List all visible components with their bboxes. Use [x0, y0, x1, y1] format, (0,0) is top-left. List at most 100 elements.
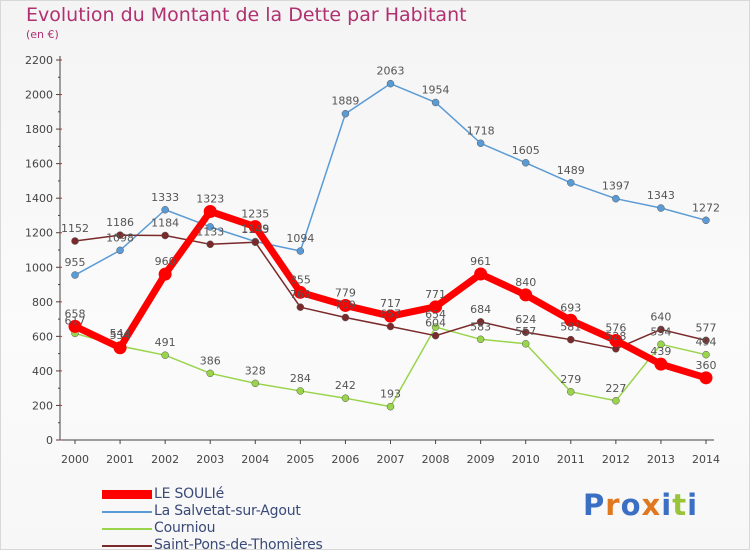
y-tick-label: 1400 — [25, 192, 53, 205]
data-point — [296, 303, 305, 311]
data-label: 576 — [605, 322, 626, 335]
data-point — [431, 323, 440, 331]
data-point — [609, 334, 623, 348]
data-point — [702, 350, 710, 359]
chart-unit: (en €) — [26, 28, 59, 41]
data-point — [71, 237, 79, 245]
y-tick-label: 800 — [32, 296, 53, 309]
data-point — [521, 159, 530, 167]
data-label: 624 — [515, 313, 536, 326]
data-label: 2063 — [377, 65, 405, 78]
data-label: 657 — [380, 308, 401, 321]
data-point — [384, 309, 397, 323]
data-point — [702, 336, 710, 345]
legend-label: La Salvetat-sur-Agout — [154, 503, 301, 519]
data-point — [567, 179, 575, 187]
chart-title: Evolution du Montant de la Dette par Hab… — [26, 4, 467, 26]
logo-letter: t — [672, 488, 688, 522]
data-label: 1186 — [106, 216, 134, 229]
data-label: 360 — [696, 359, 717, 372]
data-point — [386, 402, 395, 411]
data-point — [657, 325, 665, 334]
data-label: 1235 — [241, 208, 269, 221]
data-label: 1889 — [331, 95, 359, 108]
data-point — [612, 194, 620, 203]
data-point — [476, 335, 485, 344]
data-point — [612, 397, 620, 405]
data-label: 554 — [650, 325, 671, 338]
data-point — [567, 388, 575, 396]
x-tick-label: 2008 — [422, 453, 450, 466]
data-point — [161, 231, 169, 240]
data-point — [386, 322, 395, 331]
data-label: 779 — [335, 286, 356, 299]
data-point — [429, 300, 443, 314]
data-point — [431, 98, 440, 107]
data-point — [702, 216, 710, 225]
y-tick-label: 400 — [32, 365, 53, 378]
data-label: 955 — [65, 256, 86, 269]
legend-label: LE SOULIé — [154, 486, 224, 502]
data-point — [564, 313, 578, 327]
proxiti-logo: Proxiti — [583, 488, 698, 522]
logo-letter: x — [641, 488, 662, 522]
data-label: 617 — [65, 314, 86, 327]
data-label: 544 — [110, 327, 131, 340]
data-label: 1152 — [61, 222, 89, 235]
data-point — [116, 231, 124, 239]
data-label: 1145 — [241, 223, 269, 236]
data-label: 494 — [696, 336, 717, 349]
data-label: 1343 — [647, 189, 675, 202]
data-point — [113, 341, 127, 355]
data-label: 961 — [470, 255, 491, 268]
data-point — [654, 357, 668, 371]
data-label: 328 — [245, 364, 266, 377]
x-tick-label: 2012 — [602, 453, 630, 466]
data-label: 1272 — [692, 201, 720, 214]
y-tick-label: 1200 — [25, 227, 53, 240]
data-label: 534 — [110, 329, 131, 342]
data-label: 693 — [560, 301, 581, 314]
data-label: 1718 — [467, 124, 495, 137]
data-label: 528 — [605, 330, 626, 343]
data-point — [657, 204, 665, 212]
data-label: 1133 — [196, 225, 224, 238]
data-point — [699, 371, 713, 385]
x-tick-label: 2002 — [151, 453, 179, 466]
data-point — [338, 298, 352, 312]
legend-label: Courniou — [154, 520, 216, 536]
data-label: 1605 — [512, 144, 540, 157]
x-tick-label: 2009 — [467, 453, 495, 466]
y-tick-label: 1000 — [25, 261, 53, 274]
data-point — [431, 331, 440, 340]
data-point — [203, 204, 217, 218]
data-label: 1098 — [106, 231, 134, 244]
x-tick-label: 2004 — [241, 453, 269, 466]
y-tick-label: 0 — [46, 434, 53, 447]
data-label: 439 — [650, 345, 671, 358]
data-point — [206, 240, 214, 249]
data-point — [476, 318, 485, 326]
data-point — [116, 246, 124, 255]
x-tick-label: 2000 — [61, 453, 89, 466]
data-label: 1397 — [602, 180, 630, 193]
data-point — [206, 223, 214, 231]
data-point — [71, 271, 79, 279]
data-point — [476, 139, 485, 148]
data-label: 960 — [155, 255, 176, 268]
data-label: 840 — [515, 276, 536, 289]
data-point — [657, 340, 665, 349]
data-label: 604 — [425, 317, 446, 330]
legend-label: Saint-Pons-de-Thomières — [154, 537, 323, 553]
logo-letter: r — [605, 488, 621, 522]
x-tick-label: 2011 — [557, 453, 585, 466]
data-label: 577 — [696, 321, 717, 334]
data-point — [474, 267, 488, 281]
x-tick-label: 2005 — [286, 453, 314, 466]
data-point — [519, 288, 533, 302]
data-point — [341, 313, 350, 322]
data-point — [296, 387, 305, 395]
data-label: 1149 — [241, 223, 269, 236]
